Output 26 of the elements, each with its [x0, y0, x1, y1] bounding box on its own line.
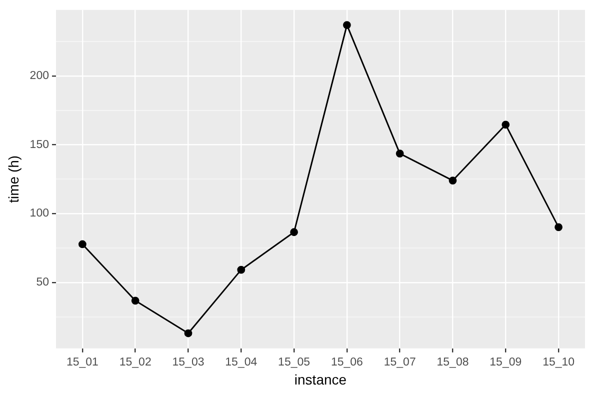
- x-tick-label: 15_02: [119, 356, 152, 368]
- y-tick-label: 50: [36, 276, 49, 289]
- point: [342, 21, 351, 29]
- x-tick-label: 15_09: [490, 356, 522, 368]
- x-tick-label: 15_04: [225, 356, 258, 368]
- point: [184, 329, 192, 338]
- x-tick-label: 15_08: [436, 356, 469, 368]
- point: [502, 120, 510, 129]
- y-tick-label: 150: [30, 138, 49, 151]
- point: [290, 228, 298, 236]
- y-tick-label: 100: [30, 208, 49, 220]
- point: [78, 240, 86, 248]
- y-tick-label: 200: [30, 70, 49, 82]
- x-tick-label: 15_01: [66, 356, 98, 368]
- point: [237, 266, 246, 274]
- y-axis-title: time (h): [5, 155, 22, 203]
- x-tick-label: 15_10: [542, 356, 575, 368]
- x-tick-label: 15_07: [384, 356, 416, 368]
- point: [554, 223, 562, 232]
- x-tick-label: 15_03: [172, 356, 204, 368]
- x-tick-label: 15_06: [330, 356, 363, 368]
- x-axis-title: instance: [294, 371, 347, 388]
- x-tick-label: 15_05: [278, 356, 310, 368]
- point: [131, 296, 140, 305]
- point: [396, 150, 404, 158]
- point: [448, 176, 457, 184]
